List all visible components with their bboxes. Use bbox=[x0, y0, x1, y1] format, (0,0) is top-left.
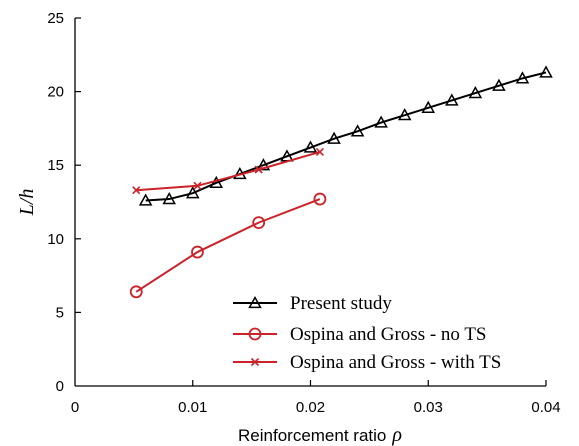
legend-marker bbox=[250, 357, 260, 367]
y-tick-label: 0 bbox=[56, 378, 64, 395]
data-point bbox=[252, 216, 266, 230]
legend-marker bbox=[248, 295, 262, 309]
data-point bbox=[492, 78, 506, 91]
y-tick-label: 15 bbox=[47, 157, 64, 174]
data-point bbox=[374, 115, 388, 128]
data-point bbox=[193, 181, 202, 190]
x-tick-label: 0.04 bbox=[531, 399, 560, 416]
series-line bbox=[136, 150, 321, 192]
x-ticks: 0 0.01 0.02 0.03 0.04 bbox=[71, 380, 561, 416]
data-point bbox=[313, 192, 327, 206]
x-tick-label: 0.03 bbox=[414, 399, 443, 416]
y-axis-title: L/h bbox=[16, 189, 38, 217]
data-point bbox=[303, 140, 318, 153]
data-point bbox=[468, 86, 483, 99]
data-point bbox=[515, 71, 530, 84]
legend-item: Ospina and Gross - no TS bbox=[233, 324, 487, 345]
y-tick-label: 5 bbox=[56, 304, 64, 321]
legend-marker bbox=[248, 327, 262, 341]
x-tick-label: 0.01 bbox=[178, 399, 207, 416]
x-axis-title-text: Reinforcement ratio bbox=[238, 426, 386, 445]
x-tick-label: 0.02 bbox=[296, 399, 325, 416]
series-line bbox=[135, 198, 321, 293]
legend-item: Ospina and Gross - with TS bbox=[233, 352, 501, 373]
data-point bbox=[539, 65, 553, 78]
data-point bbox=[327, 131, 341, 144]
data-point bbox=[185, 186, 200, 199]
data-point bbox=[445, 93, 459, 106]
data-point bbox=[350, 124, 365, 137]
series-line bbox=[145, 71, 547, 202]
y-tick-label: 25 bbox=[47, 10, 64, 27]
legend-item: Present study bbox=[233, 293, 392, 314]
data-point bbox=[254, 165, 263, 174]
x-tick-label: 0 bbox=[71, 399, 79, 416]
x-axis-title: Reinforcement ratio ρ bbox=[238, 424, 402, 446]
data-point bbox=[132, 186, 141, 195]
legend-label: Ospina and Gross - with TS bbox=[290, 352, 501, 373]
data-point bbox=[129, 285, 143, 299]
legend-label: Present study bbox=[290, 293, 392, 314]
data-point bbox=[256, 158, 271, 171]
data-point bbox=[162, 192, 176, 205]
series-layer bbox=[129, 65, 553, 299]
series-2 bbox=[129, 192, 327, 299]
legend: Present study Ospina and Gross - no TS Osp… bbox=[233, 293, 501, 373]
y-tick-label: 10 bbox=[47, 231, 64, 248]
series-3 bbox=[132, 147, 324, 195]
y-ticks: 0 5 10 15 20 25 bbox=[47, 10, 81, 395]
series-1 bbox=[138, 65, 553, 206]
data-point bbox=[421, 100, 436, 113]
data-point bbox=[191, 245, 204, 259]
data-point bbox=[397, 108, 412, 121]
data-point bbox=[138, 193, 153, 206]
x-axis-title-symbol: ρ bbox=[391, 424, 402, 446]
legend-label: Ospina and Gross - no TS bbox=[290, 324, 487, 345]
data-point bbox=[315, 147, 324, 157]
y-tick-label: 20 bbox=[47, 84, 64, 101]
